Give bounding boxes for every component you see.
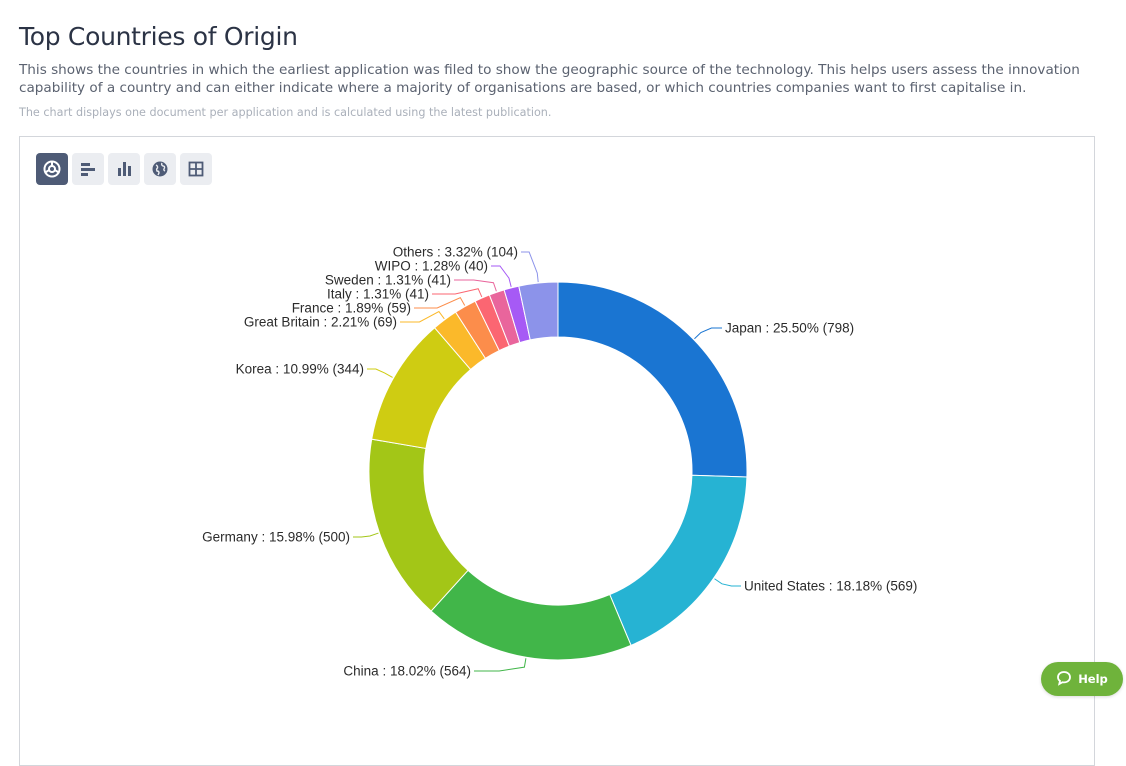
- leader-line: [715, 579, 741, 586]
- slice-label: Japan : 25.50% (798): [725, 321, 854, 336]
- donut-slice-china[interactable]: [431, 570, 631, 660]
- help-button[interactable]: Help: [1041, 662, 1123, 696]
- donut-slice-united-states[interactable]: [610, 475, 747, 645]
- leader-line: [353, 533, 378, 537]
- slice-label: WIPO : 1.28% (40): [375, 259, 488, 274]
- donut-slice-japan[interactable]: [558, 282, 747, 477]
- leader-line: [521, 252, 538, 282]
- slice-label: Great Britain : 2.21% (69): [244, 315, 397, 330]
- slice-label: Korea : 10.99% (344): [236, 362, 364, 377]
- slice-label: France : 1.89% (59): [292, 301, 411, 316]
- leader-line: [474, 658, 526, 671]
- slice-label: Sweden : 1.31% (41): [325, 273, 451, 288]
- slice-label: Germany : 15.98% (500): [202, 530, 350, 545]
- help-label: Help: [1078, 672, 1108, 686]
- chat-bubble-icon: [1056, 670, 1072, 689]
- slice-label: Others : 3.32% (104): [393, 245, 518, 260]
- slice-label: China : 18.02% (564): [343, 664, 471, 679]
- leader-line: [432, 289, 482, 297]
- slice-label: Italy : 1.31% (41): [327, 287, 429, 302]
- donut-chart: Japan : 25.50% (798) United States : 18.1…: [0, 0, 1126, 750]
- donut-slice-germany[interactable]: [369, 439, 468, 611]
- leader-line: [694, 328, 722, 339]
- leader-line: [367, 369, 393, 377]
- slice-label: United States : 18.18% (569): [744, 579, 917, 594]
